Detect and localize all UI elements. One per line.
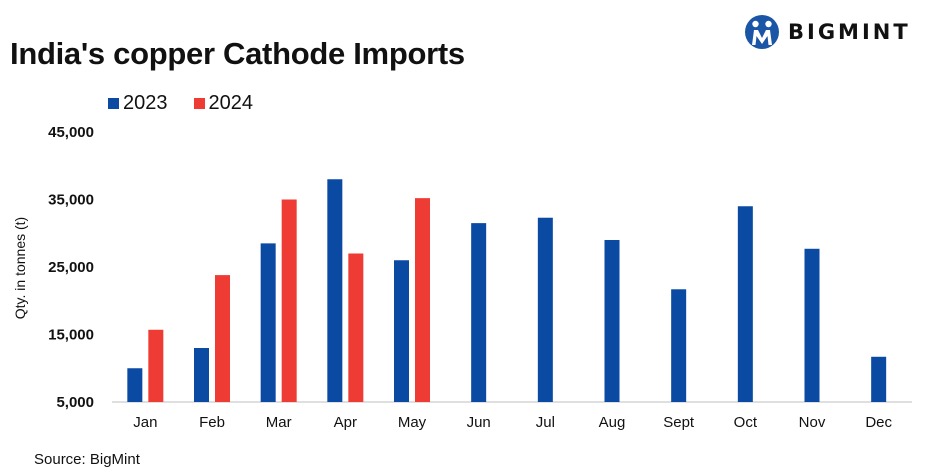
bar-2023-apr xyxy=(327,179,343,402)
x-tick-label: Nov xyxy=(799,414,826,431)
legend-item-2024: 2024 xyxy=(193,92,254,115)
brand-logo: BIGMINT xyxy=(744,12,911,52)
bar-2023-jun xyxy=(471,223,487,402)
x-tick-label: Mar xyxy=(266,414,292,431)
x-tick-label: Aug xyxy=(599,414,626,431)
bigmint-logo-icon xyxy=(745,15,779,49)
legend-swatch-2023 xyxy=(108,98,119,109)
x-tick-label: Feb xyxy=(199,414,225,431)
bar-2023-sept xyxy=(671,289,687,402)
legend-label-2023: 2023 xyxy=(123,92,168,114)
x-tick-label: Dec xyxy=(865,414,892,431)
bar-2024-jan xyxy=(148,329,164,402)
bar-2024-apr xyxy=(348,253,364,402)
bar-2023-nov xyxy=(804,248,820,402)
x-tick-label: May xyxy=(398,414,427,431)
bar-2023-jan xyxy=(127,368,143,402)
x-tick-label: Oct xyxy=(734,414,758,431)
x-tick-label: Jul xyxy=(536,414,555,431)
bar-2024-feb xyxy=(215,275,230,402)
y-tick-label: 5,000 xyxy=(56,394,94,411)
x-tick-label: Jun xyxy=(467,414,491,431)
x-tick-label: Apr xyxy=(334,414,357,431)
y-tick-label: 15,000 xyxy=(48,327,94,344)
y-tick-label: 45,000 xyxy=(48,124,94,141)
brand-name: BIGMINT xyxy=(788,20,911,44)
bar-2023-jul xyxy=(537,217,553,402)
bar-2023-mar xyxy=(260,243,276,402)
y-tick-label: 25,000 xyxy=(48,259,94,276)
x-tick-label: Sept xyxy=(663,414,695,431)
legend-label-2024: 2024 xyxy=(208,92,254,114)
x-tick-label: Jan xyxy=(133,414,157,431)
bar-2023-feb xyxy=(194,348,209,402)
bar-2023-aug xyxy=(604,240,620,402)
source-note: Source: BigMint xyxy=(34,451,140,468)
bar-2023-may xyxy=(394,260,409,402)
chart-legend: 2023 2024 xyxy=(108,92,253,115)
y-tick-label: 35,000 xyxy=(48,192,94,209)
legend-swatch-2024 xyxy=(193,98,205,109)
chart-title: India's copper Cathode Imports xyxy=(10,36,465,71)
bar-2024-may xyxy=(415,198,430,402)
bar-2023-oct xyxy=(737,206,753,402)
bar-2024-mar xyxy=(281,199,297,402)
bar-2023-dec xyxy=(871,356,887,402)
legend-item-2023: 2023 xyxy=(108,92,168,115)
